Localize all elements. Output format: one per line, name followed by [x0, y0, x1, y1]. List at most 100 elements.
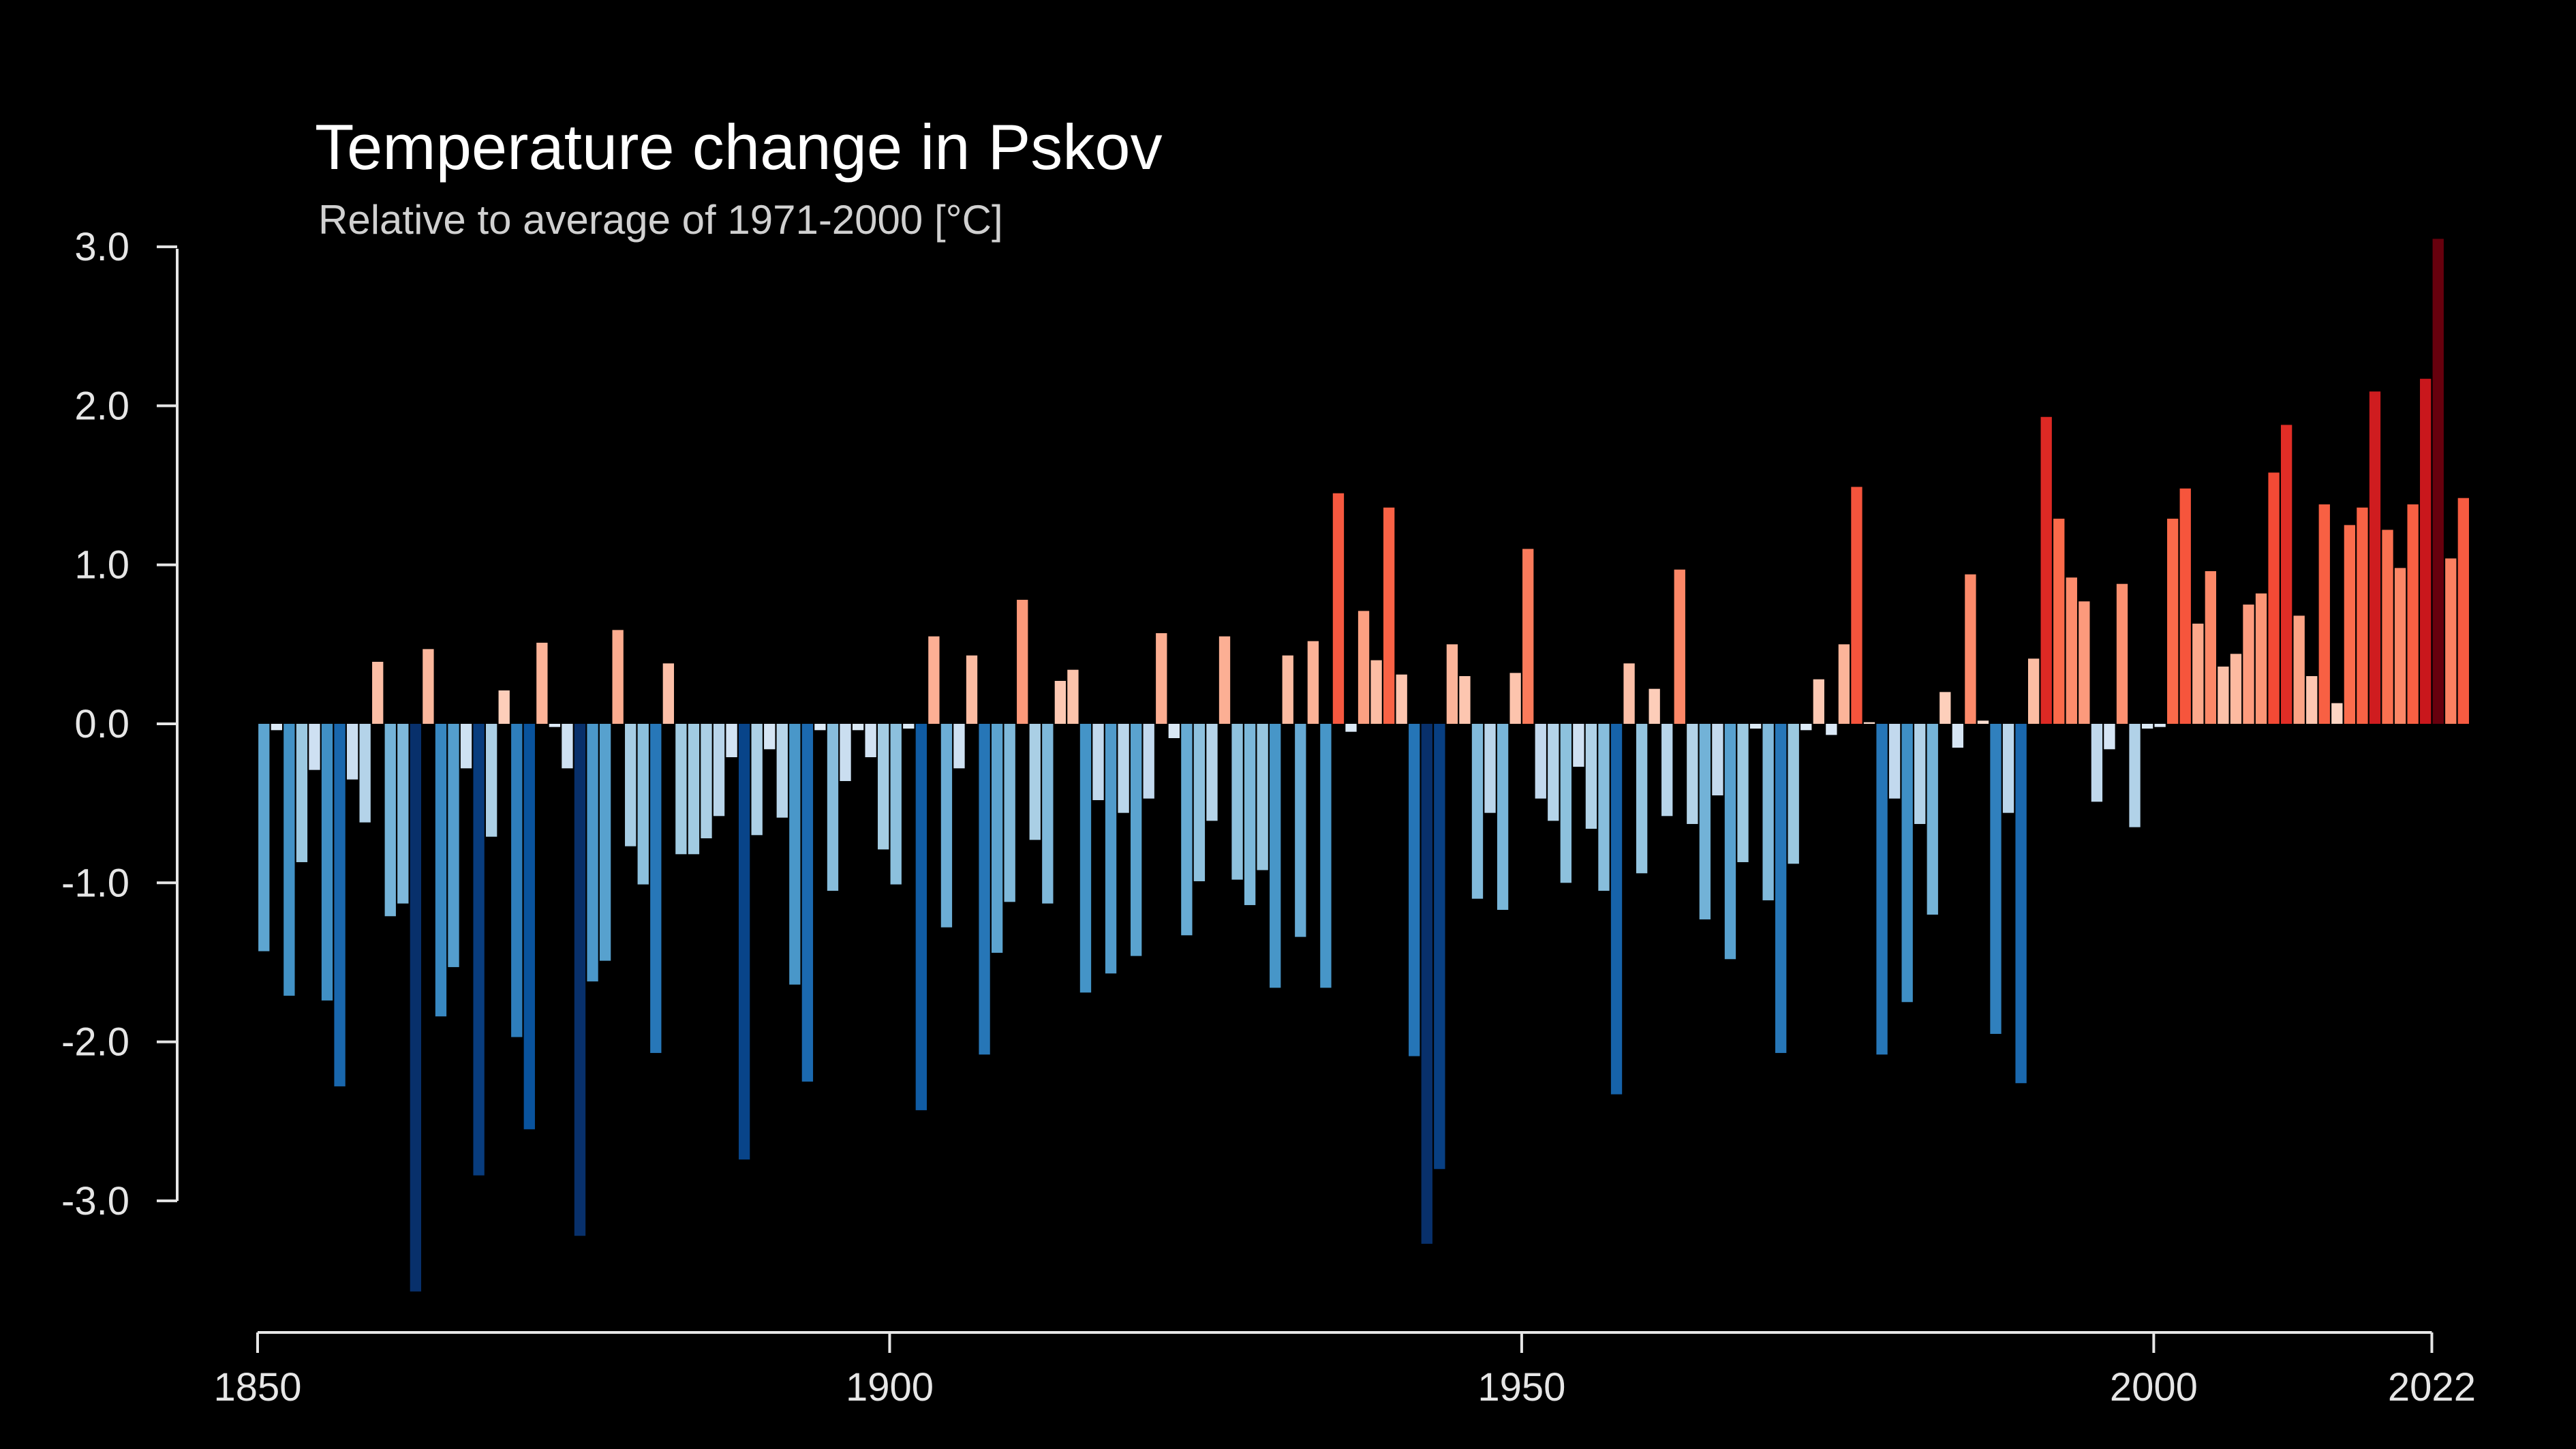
bar-2023 [2445, 558, 2457, 724]
bar-1902 [915, 724, 927, 1110]
bar-1956 [1598, 724, 1610, 891]
bar-1891 [776, 724, 788, 818]
bar-1930 [1270, 724, 1281, 988]
bar-1852 [283, 724, 295, 996]
y-tick-label: 0.0 [74, 702, 129, 746]
bar-1917 [1105, 724, 1117, 974]
bar-1865 [448, 724, 459, 967]
bar-1970 [1775, 724, 1787, 1053]
bar-1961 [1661, 724, 1673, 817]
bar-2005 [2218, 667, 2229, 724]
bar-1980 [1901, 724, 1913, 1003]
bar-2022 [2432, 239, 2444, 724]
bar-1947 [1484, 724, 1496, 813]
bar-1992 [2053, 519, 2065, 724]
bar-1967 [1737, 724, 1749, 862]
bar-2011 [2293, 615, 2305, 724]
bar-1950 [1522, 549, 1534, 724]
bar-1919 [1131, 724, 1142, 956]
bar-1940 [1396, 674, 1407, 724]
bar-1906 [966, 655, 978, 724]
bar-1927 [1231, 724, 1243, 880]
bar-1876 [587, 724, 598, 981]
bar-1962 [1674, 569, 1685, 724]
bar-2006 [2230, 654, 2242, 724]
bar-1998 [2129, 724, 2141, 827]
bar-1880 [637, 724, 649, 885]
bar-1937 [1358, 611, 1370, 724]
bar-1869 [498, 690, 510, 724]
bar-1861 [397, 724, 409, 904]
bar-1953 [1560, 724, 1571, 883]
bar-1907 [979, 724, 990, 1055]
bar-1873 [549, 724, 561, 727]
bar-1945 [1459, 676, 1471, 724]
bar-1977 [1863, 722, 1875, 724]
bar-1923 [1181, 724, 1193, 936]
y-tick-label: -1.0 [61, 861, 129, 905]
bar-1860 [384, 724, 396, 917]
bar-1920 [1143, 724, 1154, 799]
bar-1987 [1990, 724, 2002, 1034]
bar-1912 [1042, 724, 1054, 904]
bar-1867 [473, 724, 485, 1176]
bar-1991 [2040, 416, 2052, 724]
bar-1896 [840, 724, 851, 781]
bar-2015 [2344, 525, 2356, 724]
bar-1971 [1788, 724, 1799, 864]
bar-1986 [1977, 720, 1989, 724]
bar-1939 [1383, 507, 1395, 724]
bar-1890 [764, 724, 776, 750]
y-tick-label: 1.0 [74, 543, 129, 588]
bar-1949 [1509, 673, 1521, 724]
bar-1981 [1914, 724, 1926, 824]
bar-1908 [991, 724, 1003, 953]
bar-1872 [536, 643, 548, 724]
bar-1979 [1888, 724, 1901, 799]
bar-1931 [1282, 655, 1293, 724]
bar-1972 [1800, 724, 1812, 731]
bar-1983 [1939, 692, 1951, 724]
y-tick-label: -3.0 [61, 1179, 129, 1223]
bar-1900 [890, 724, 902, 885]
x-tick-label: 2022 [2388, 1365, 2476, 1409]
bar-1966 [1724, 724, 1736, 960]
bar-1994 [2079, 601, 2090, 724]
bar-1921 [1156, 633, 1167, 724]
bar-1973 [1813, 679, 1824, 724]
bar-1934 [1320, 724, 1332, 988]
bar-1929 [1257, 724, 1268, 870]
bar-1951 [1535, 724, 1546, 799]
x-axis: 1850 1900 1950 2000 2022 [213, 1331, 2476, 1409]
bar-1905 [953, 724, 965, 769]
x-tick-label: 1900 [846, 1365, 934, 1409]
bar-1935 [1332, 493, 1345, 724]
bar-1895 [827, 724, 839, 891]
bar-1948 [1497, 724, 1509, 910]
bar-1894 [814, 724, 826, 731]
bar-1916 [1092, 724, 1104, 800]
bar-1898 [865, 724, 876, 757]
bar-1856 [334, 724, 346, 1086]
bar-1955 [1585, 724, 1597, 829]
y-tick-label: 3.0 [74, 225, 129, 269]
bar-2013 [2318, 504, 2330, 724]
bar-1975 [1838, 644, 1850, 724]
bar-2017 [2369, 391, 2381, 724]
x-tick-label: 2000 [2110, 1365, 2198, 1409]
bar-1899 [878, 724, 889, 850]
bar-1925 [1206, 724, 1218, 821]
bar-1942 [1421, 724, 1432, 1244]
bar-1982 [1927, 724, 1938, 915]
bar-1952 [1548, 724, 1559, 821]
bar-2016 [2357, 507, 2368, 724]
bar-1892 [789, 724, 801, 985]
bar-1853 [296, 724, 308, 862]
chart-subtitle: Relative to average of 1971-2000 [°C] [318, 197, 1003, 243]
bar-1857 [346, 724, 358, 780]
bar-1954 [1573, 724, 1584, 767]
bar-1964 [1699, 724, 1711, 919]
bar-2021 [2420, 378, 2432, 724]
bar-1863 [423, 649, 434, 724]
